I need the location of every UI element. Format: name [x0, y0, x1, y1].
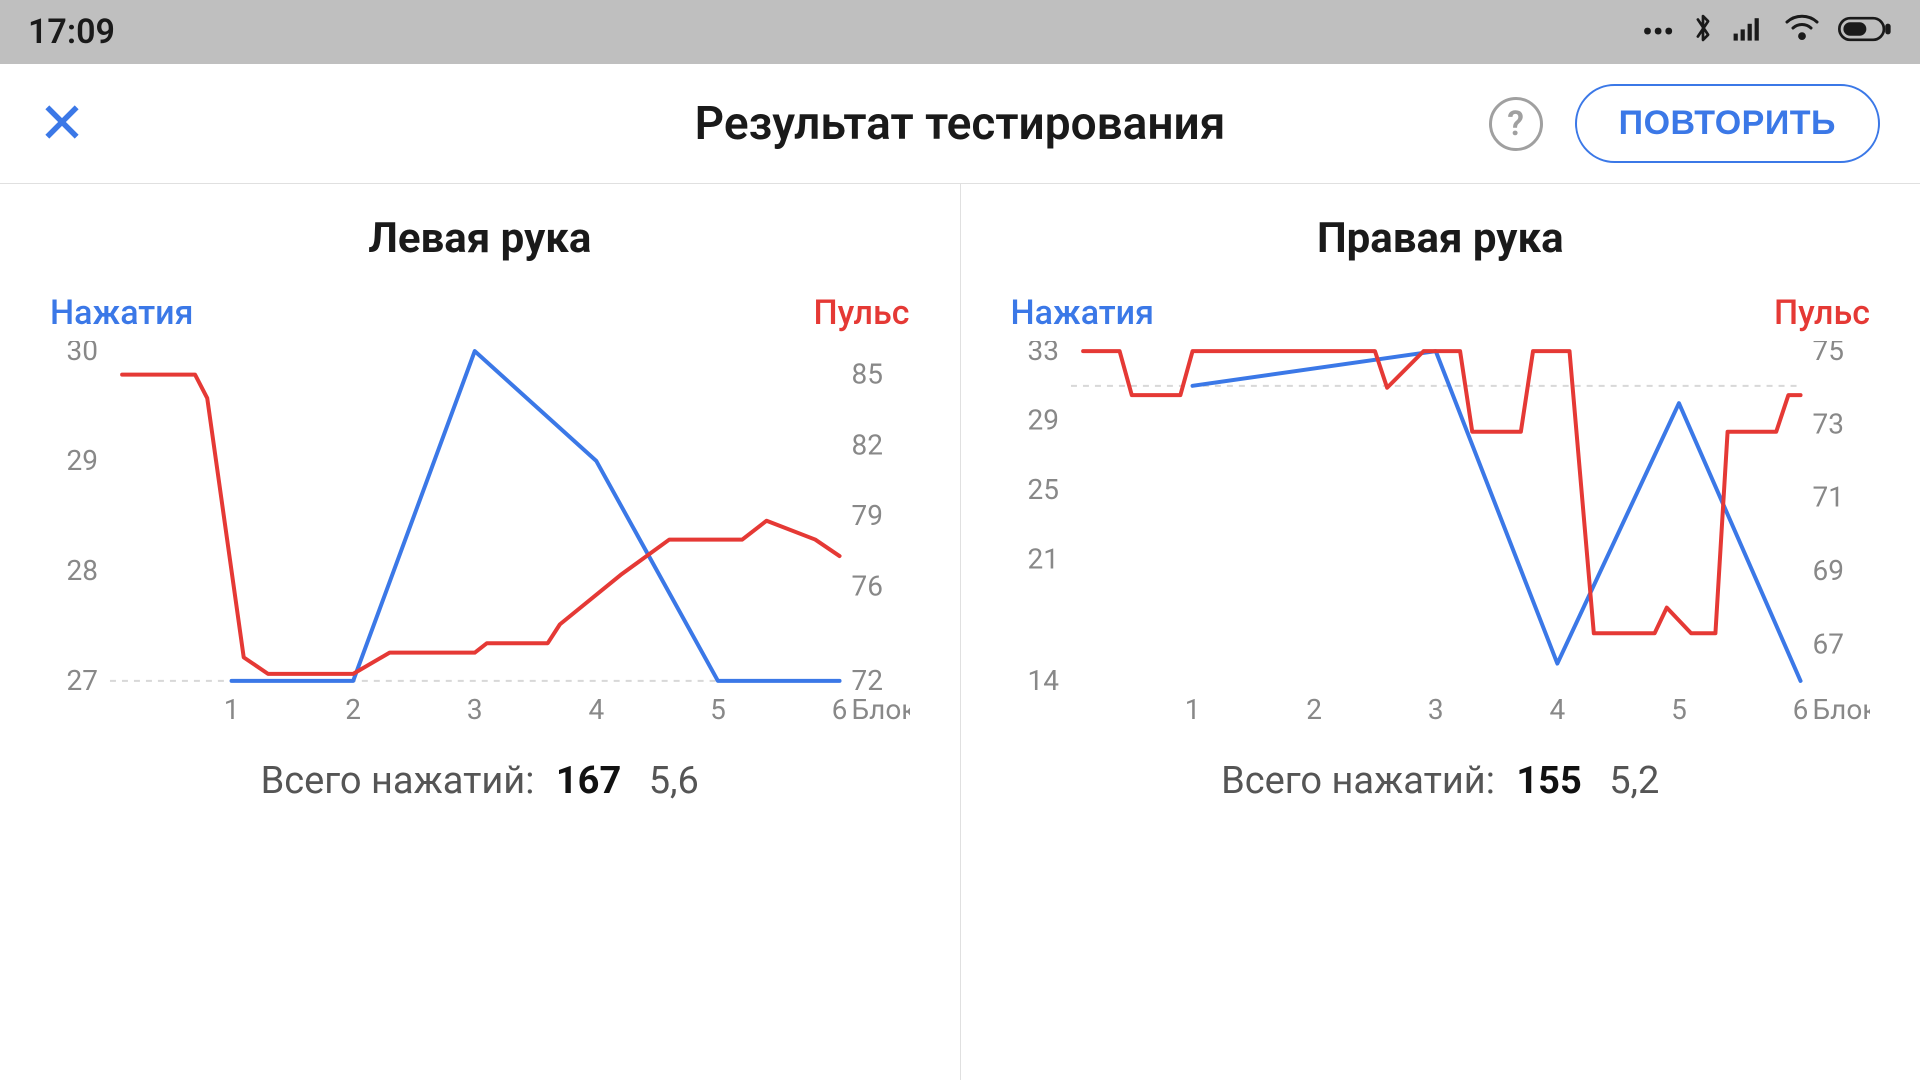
total-presses-label: Всего нажатий: — [1221, 759, 1495, 803]
svg-text:3: 3 — [1427, 693, 1443, 726]
panels: Левая рука Нажатия Пульс 272829307276798… — [0, 184, 1920, 1080]
svg-text:27: 27 — [67, 664, 98, 697]
left-rate-value: 5,6 — [649, 759, 699, 803]
left-axis-labels: Нажатия Пульс — [50, 293, 910, 333]
left-hand-panel: Левая рука Нажатия Пульс 272829307276798… — [0, 184, 960, 1080]
svg-text:30: 30 — [67, 341, 98, 367]
status-icons: ••• — [1642, 11, 1892, 53]
left-total-value: 167 — [556, 759, 621, 803]
svg-text:67: 67 — [1812, 627, 1843, 660]
svg-text:75: 75 — [1812, 341, 1843, 367]
svg-text:6: 6 — [832, 693, 848, 726]
page-title: Результат тестирования — [695, 97, 1226, 151]
svg-text:21: 21 — [1027, 542, 1058, 575]
right-rate-value: 5,2 — [1609, 759, 1659, 803]
help-icon[interactable]: ? — [1489, 97, 1543, 151]
svg-text:28: 28 — [67, 554, 98, 587]
svg-text:4: 4 — [1549, 693, 1565, 726]
svg-text:5: 5 — [710, 693, 726, 726]
svg-text:79: 79 — [852, 499, 883, 532]
svg-text:71: 71 — [1812, 481, 1843, 514]
svg-text:5: 5 — [1671, 693, 1687, 726]
svg-text:3: 3 — [467, 693, 483, 726]
right-axis-labels: Нажатия Пульс — [1011, 293, 1871, 333]
close-icon[interactable] — [40, 100, 84, 148]
svg-text:1: 1 — [1184, 693, 1200, 726]
svg-text:85: 85 — [852, 358, 883, 391]
left-chart: 272829307276798285123456Блоки — [50, 341, 910, 731]
right-hand-panel: Правая рука Нажатия Пульс 14212529336769… — [960, 184, 1920, 1080]
svg-text:6: 6 — [1792, 693, 1808, 726]
pulse-label: Пульс — [1774, 293, 1870, 333]
svg-text:2: 2 — [1306, 693, 1322, 726]
svg-text:73: 73 — [1812, 407, 1843, 440]
svg-text:4: 4 — [588, 693, 604, 726]
svg-text:69: 69 — [1812, 554, 1843, 587]
svg-text:76: 76 — [852, 570, 883, 603]
pulse-label: Пульс — [813, 293, 909, 333]
svg-text:14: 14 — [1027, 664, 1059, 697]
svg-text:29: 29 — [1027, 404, 1058, 437]
more-icon: ••• — [1642, 15, 1674, 50]
right-chart: 14 21 25 29 33 67 69 71 73 75 1 2 3 4 5 6Блоки — [1011, 341, 1871, 731]
svg-text:33: 33 — [1027, 341, 1058, 367]
svg-text:2: 2 — [345, 693, 361, 726]
repeat-button[interactable]: ПОВТОРИТЬ — [1575, 84, 1880, 163]
bluetooth-icon — [1692, 11, 1714, 53]
presses-label: Нажатия — [1011, 293, 1154, 333]
app-header: Результат тестирования ? ПОВТОРИТЬ — [0, 64, 1920, 184]
svg-text:82: 82 — [852, 428, 883, 461]
svg-text:1: 1 — [224, 693, 240, 726]
right-panel-title: Правая рука — [1011, 214, 1871, 263]
left-totals: Всего нажатий: 167 5,6 — [50, 759, 910, 803]
wifi-icon — [1784, 14, 1820, 50]
right-totals: Всего нажатий: 155 5,2 — [1011, 759, 1871, 803]
svg-text:29: 29 — [67, 444, 98, 477]
battery-icon — [1838, 15, 1892, 50]
total-presses-label: Всего нажатий: — [261, 759, 535, 803]
svg-text:25: 25 — [1027, 473, 1058, 506]
status-bar: 17:09 ••• — [0, 0, 1920, 64]
presses-label: Нажатия — [50, 293, 193, 333]
svg-text:Блоки: Блоки — [852, 693, 910, 726]
svg-text:Блоки: Блоки — [1812, 693, 1870, 726]
status-time: 17:09 — [28, 12, 115, 52]
right-total-value: 155 — [1516, 759, 1581, 803]
signal-icon — [1732, 14, 1766, 50]
left-panel-title: Левая рука — [50, 214, 910, 263]
